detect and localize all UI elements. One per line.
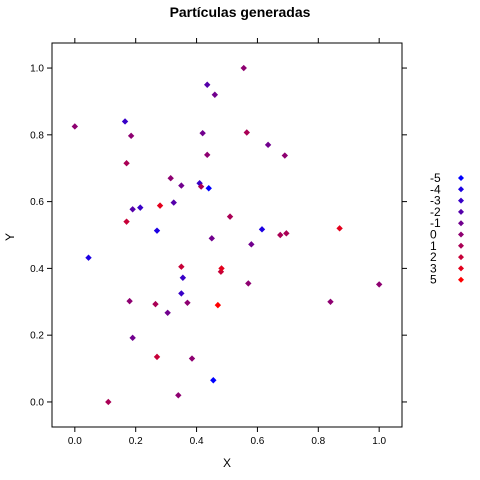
data-point [126, 297, 133, 305]
legend-label: -4 [430, 182, 441, 196]
data-point [175, 392, 182, 399]
legend-marker [458, 186, 464, 193]
x-axis-label: X [223, 456, 231, 470]
x-tick-label: 0.2 [129, 436, 143, 447]
y-tick-label: 0.6 [30, 197, 44, 208]
legend-label: 0 [430, 228, 437, 242]
data-point [248, 241, 255, 248]
legend-label: -1 [430, 216, 441, 230]
x-tick-label: 0.4 [190, 436, 204, 447]
legend-marker [458, 197, 464, 204]
data-point [214, 301, 222, 309]
x-tick-label: 0.6 [250, 436, 264, 447]
data-point [129, 206, 136, 213]
plot-frame [51, 42, 403, 428]
legend-marker [458, 242, 464, 249]
data-point [178, 290, 185, 297]
data-point [85, 254, 92, 261]
data-point [205, 185, 212, 192]
data-point [167, 175, 174, 182]
data-point [197, 183, 205, 190]
data-point [258, 226, 266, 233]
y-ticks: 0.0 0.2 0.4 0.6 0.8 1.0 [30, 64, 407, 408]
x-tick-label: 0.0 [68, 436, 82, 447]
data-point [179, 274, 187, 281]
x-tick-label: 0.8 [311, 436, 325, 447]
data-point [152, 300, 159, 308]
legend-label: 5 [430, 273, 437, 287]
legend-label: 3 [430, 261, 437, 275]
legend-marker [458, 208, 464, 215]
data-point [123, 218, 130, 225]
data-point [245, 280, 252, 287]
y-tick-label: 1.0 [30, 64, 44, 75]
data-point [336, 225, 343, 232]
data-point [178, 263, 185, 270]
data-point [240, 64, 247, 72]
data-point [327, 298, 334, 305]
legend-marker [458, 220, 464, 227]
data-point [218, 265, 225, 272]
legend-marker [458, 276, 464, 283]
data-point [105, 398, 112, 406]
data-point [184, 299, 191, 306]
data-point [204, 81, 211, 88]
data-point [226, 213, 234, 220]
data-point [121, 118, 129, 125]
data-point [210, 377, 217, 384]
data-point [71, 123, 79, 130]
data-point [153, 353, 161, 361]
data-point [123, 160, 130, 167]
data-point [211, 91, 219, 98]
x-ticks: 0.0 0.2 0.4 0.6 0.8 1.0 [68, 38, 387, 447]
data-point [375, 281, 383, 288]
y-axis-label: Y [3, 233, 17, 241]
y-tick-label: 0.2 [30, 331, 44, 342]
data-point [170, 199, 177, 206]
data-point [137, 204, 144, 211]
data-point [264, 141, 272, 149]
data-point [153, 227, 161, 234]
data-point [204, 151, 211, 159]
data-point [243, 129, 250, 136]
data-point [199, 129, 206, 137]
data-point [164, 309, 171, 317]
y-tick-label: 0.8 [30, 130, 44, 141]
legend-marker [458, 175, 464, 181]
data-point [178, 182, 185, 189]
data-point [277, 231, 284, 239]
legend-marker [458, 231, 464, 238]
data-point [281, 152, 289, 159]
y-tick-label: 0.4 [30, 264, 44, 275]
data-point [129, 334, 136, 342]
legend-label: 1 [430, 239, 437, 253]
legend-label: -2 [430, 205, 441, 219]
data-point [208, 235, 215, 242]
legend-label: 2 [430, 250, 437, 264]
legend-marker [458, 265, 464, 272]
data-point [188, 355, 196, 362]
legend-marker [458, 254, 464, 261]
data-points [71, 64, 383, 406]
x-tick-label: 1.0 [372, 436, 386, 447]
data-point [127, 132, 135, 140]
legend-label: -5 [430, 171, 441, 185]
data-point [156, 202, 164, 209]
legend-label: -3 [430, 194, 441, 208]
chart-title: Partículas generadas [170, 4, 311, 20]
data-point [283, 230, 290, 237]
y-tick-label: 0.0 [30, 397, 44, 408]
